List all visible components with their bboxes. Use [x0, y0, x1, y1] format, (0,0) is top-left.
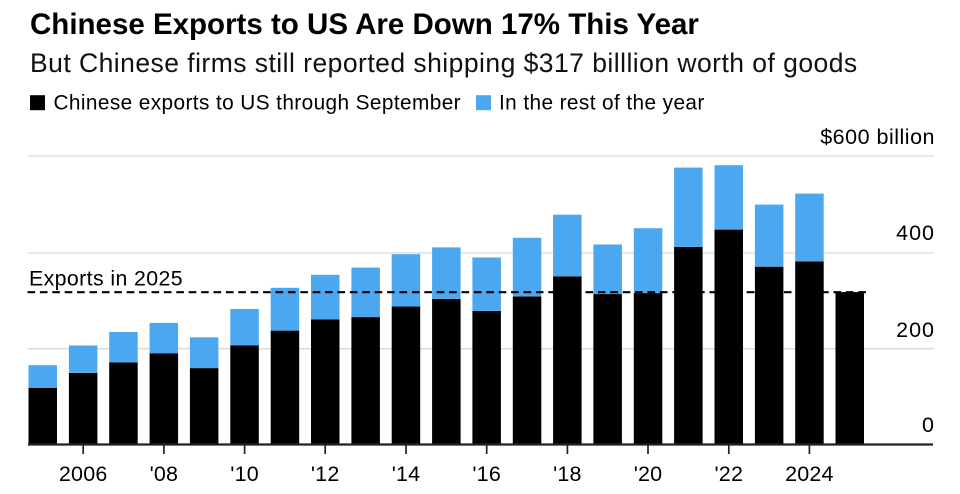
svg-text:$600 billion: $600 billion [820, 125, 935, 149]
svg-text:'10: '10 [230, 462, 259, 486]
svg-text:'08: '08 [150, 462, 179, 486]
svg-text:'18: '18 [553, 462, 582, 486]
svg-text:Chinese exports to US through: Chinese exports to US through September [54, 92, 462, 115]
svg-text:But Chinese firms still report: But Chinese firms still reported shippin… [30, 48, 858, 78]
svg-text:'14: '14 [392, 462, 421, 486]
svg-text:2024: 2024 [785, 462, 834, 486]
svg-text:400: 400 [896, 221, 935, 245]
svg-text:Exports in 2025: Exports in 2025 [29, 266, 183, 290]
svg-text:2006: 2006 [59, 462, 108, 486]
svg-text:'16: '16 [472, 462, 501, 486]
svg-text:In the rest of the year: In the rest of the year [499, 92, 705, 115]
svg-text:'20: '20 [634, 462, 663, 486]
svg-text:'22: '22 [714, 462, 743, 486]
svg-text:200: 200 [896, 318, 935, 342]
svg-text:0: 0 [922, 413, 934, 437]
svg-text:'12: '12 [311, 462, 340, 486]
svg-text:Chinese Exports to US Are Down: Chinese Exports to US Are Down 17% This … [30, 8, 699, 41]
